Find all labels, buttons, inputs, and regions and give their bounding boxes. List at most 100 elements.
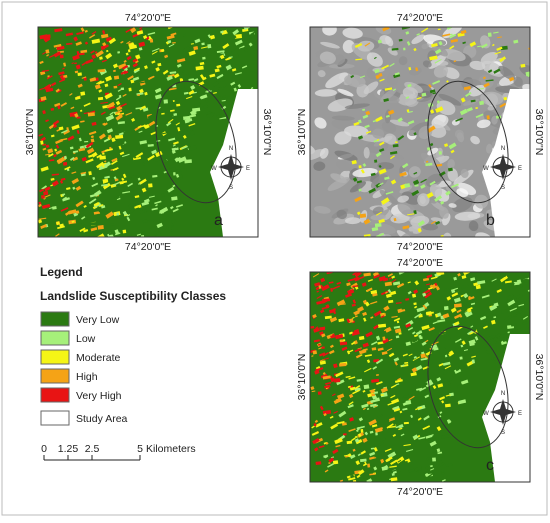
- susceptibility-patch: [372, 272, 379, 277]
- susceptibility-patch: [490, 319, 496, 325]
- susceptibility-patch: [120, 87, 125, 91]
- susceptibility-patch: [470, 325, 474, 328]
- hillshade: [331, 115, 355, 121]
- susceptibility-patch: [63, 74, 68, 79]
- susceptibility-patch: [382, 338, 389, 344]
- susceptibility-patch: [77, 72, 82, 76]
- susceptibility-patch: [142, 35, 148, 40]
- susceptibility-patch: [424, 332, 432, 339]
- susceptibility-patch: [395, 335, 400, 339]
- susceptibility-patch: [358, 469, 365, 476]
- susceptibility-patch: [160, 48, 165, 53]
- susceptibility-patch: [329, 415, 334, 419]
- susceptibility-patch: [417, 220, 425, 227]
- hillshade: [513, 76, 523, 87]
- susceptibility-patch: [234, 72, 242, 75]
- susceptibility-patch: [470, 277, 476, 282]
- susceptibility-patch: [343, 454, 350, 457]
- susceptibility-patch: [225, 64, 232, 71]
- susceptibility-patch: [348, 428, 356, 433]
- susceptibility-patch: [40, 136, 47, 142]
- susceptibility-patch: [53, 43, 62, 48]
- susceptibility-patch: [108, 232, 115, 236]
- susceptibility-patch: [357, 425, 365, 430]
- susceptibility-patch: [463, 301, 471, 306]
- susceptibility-patch: [438, 307, 445, 313]
- susceptibility-patch: [351, 330, 360, 336]
- susceptibility-patch: [172, 41, 176, 44]
- susceptibility-patch: [202, 56, 206, 60]
- susceptibility-patch: [408, 353, 413, 357]
- susceptibility-patch: [313, 447, 319, 452]
- susceptibility-patch: [378, 182, 384, 187]
- susceptibility-patch: [175, 143, 181, 149]
- susceptibility-patch: [321, 284, 330, 292]
- susceptibility-patch: [99, 155, 106, 160]
- susceptibility-patch: [377, 414, 383, 418]
- hillshade: [417, 193, 430, 207]
- susceptibility-patch: [312, 437, 320, 445]
- susceptibility-patch: [524, 299, 530, 306]
- susceptibility-patch: [513, 281, 520, 286]
- susceptibility-patch: [318, 343, 321, 346]
- susceptibility-patch: [41, 195, 45, 199]
- susceptibility-patch: [405, 341, 412, 347]
- susceptibility-patch: [436, 312, 442, 317]
- susceptibility-patch: [430, 371, 435, 377]
- susceptibility-patch: [388, 425, 396, 429]
- hillshade: [442, 232, 452, 237]
- susceptibility-patch: [316, 300, 324, 305]
- susceptibility-patch: [438, 363, 444, 367]
- susceptibility-patch: [231, 68, 237, 72]
- susceptibility-patch: [172, 184, 176, 188]
- susceptibility-patch: [436, 448, 441, 453]
- susceptibility-patch: [324, 384, 331, 389]
- susceptibility-patch: [445, 394, 451, 397]
- susceptibility-patch: [369, 456, 377, 460]
- susceptibility-patch: [434, 442, 440, 446]
- susceptibility-patch: [384, 176, 390, 181]
- susceptibility-patch: [451, 292, 459, 298]
- susceptibility-patch: [184, 118, 193, 124]
- susceptibility-patch: [72, 150, 79, 154]
- susceptibility-patch: [356, 180, 363, 184]
- susceptibility-patch: [391, 472, 395, 476]
- susceptibility-patch: [430, 344, 438, 350]
- susceptibility-patch: [38, 217, 47, 220]
- susceptibility-patch: [85, 58, 94, 65]
- susceptibility-patch: [480, 315, 487, 321]
- susceptibility-patch: [375, 374, 379, 377]
- susceptibility-patch: [430, 468, 435, 471]
- susceptibility-patch: [219, 60, 227, 65]
- susceptibility-patch: [421, 92, 427, 97]
- susceptibility-patch: [72, 54, 80, 61]
- susceptibility-patch: [454, 287, 463, 293]
- susceptibility-patch: [128, 202, 137, 209]
- susceptibility-patch: [429, 440, 437, 447]
- susceptibility-patch: [338, 318, 345, 323]
- susceptibility-patch: [173, 73, 180, 79]
- legend-swatch: [40, 311, 70, 327]
- susceptibility-patch: [319, 309, 325, 314]
- susceptibility-patch: [470, 302, 476, 306]
- susceptibility-patch: [455, 117, 463, 122]
- hillshade: [337, 88, 354, 97]
- susceptibility-patch: [151, 47, 160, 52]
- susceptibility-patch: [447, 167, 453, 172]
- susceptibility-patch: [440, 200, 445, 205]
- susceptibility-patch: [190, 84, 196, 91]
- susceptibility-patch: [453, 313, 463, 321]
- outside-area: [482, 89, 530, 237]
- susceptibility-patch: [414, 312, 422, 319]
- hillshade: [370, 214, 386, 221]
- susceptibility-patch: [40, 224, 48, 229]
- susceptibility-patch: [139, 145, 146, 152]
- susceptibility-patch: [355, 315, 358, 318]
- susceptibility-patch: [377, 341, 385, 345]
- susceptibility-patch: [250, 87, 254, 90]
- susceptibility-patch: [406, 351, 410, 355]
- compass-letter: S: [229, 185, 233, 191]
- susceptibility-patch: [131, 117, 136, 122]
- susceptibility-patch: [152, 174, 158, 178]
